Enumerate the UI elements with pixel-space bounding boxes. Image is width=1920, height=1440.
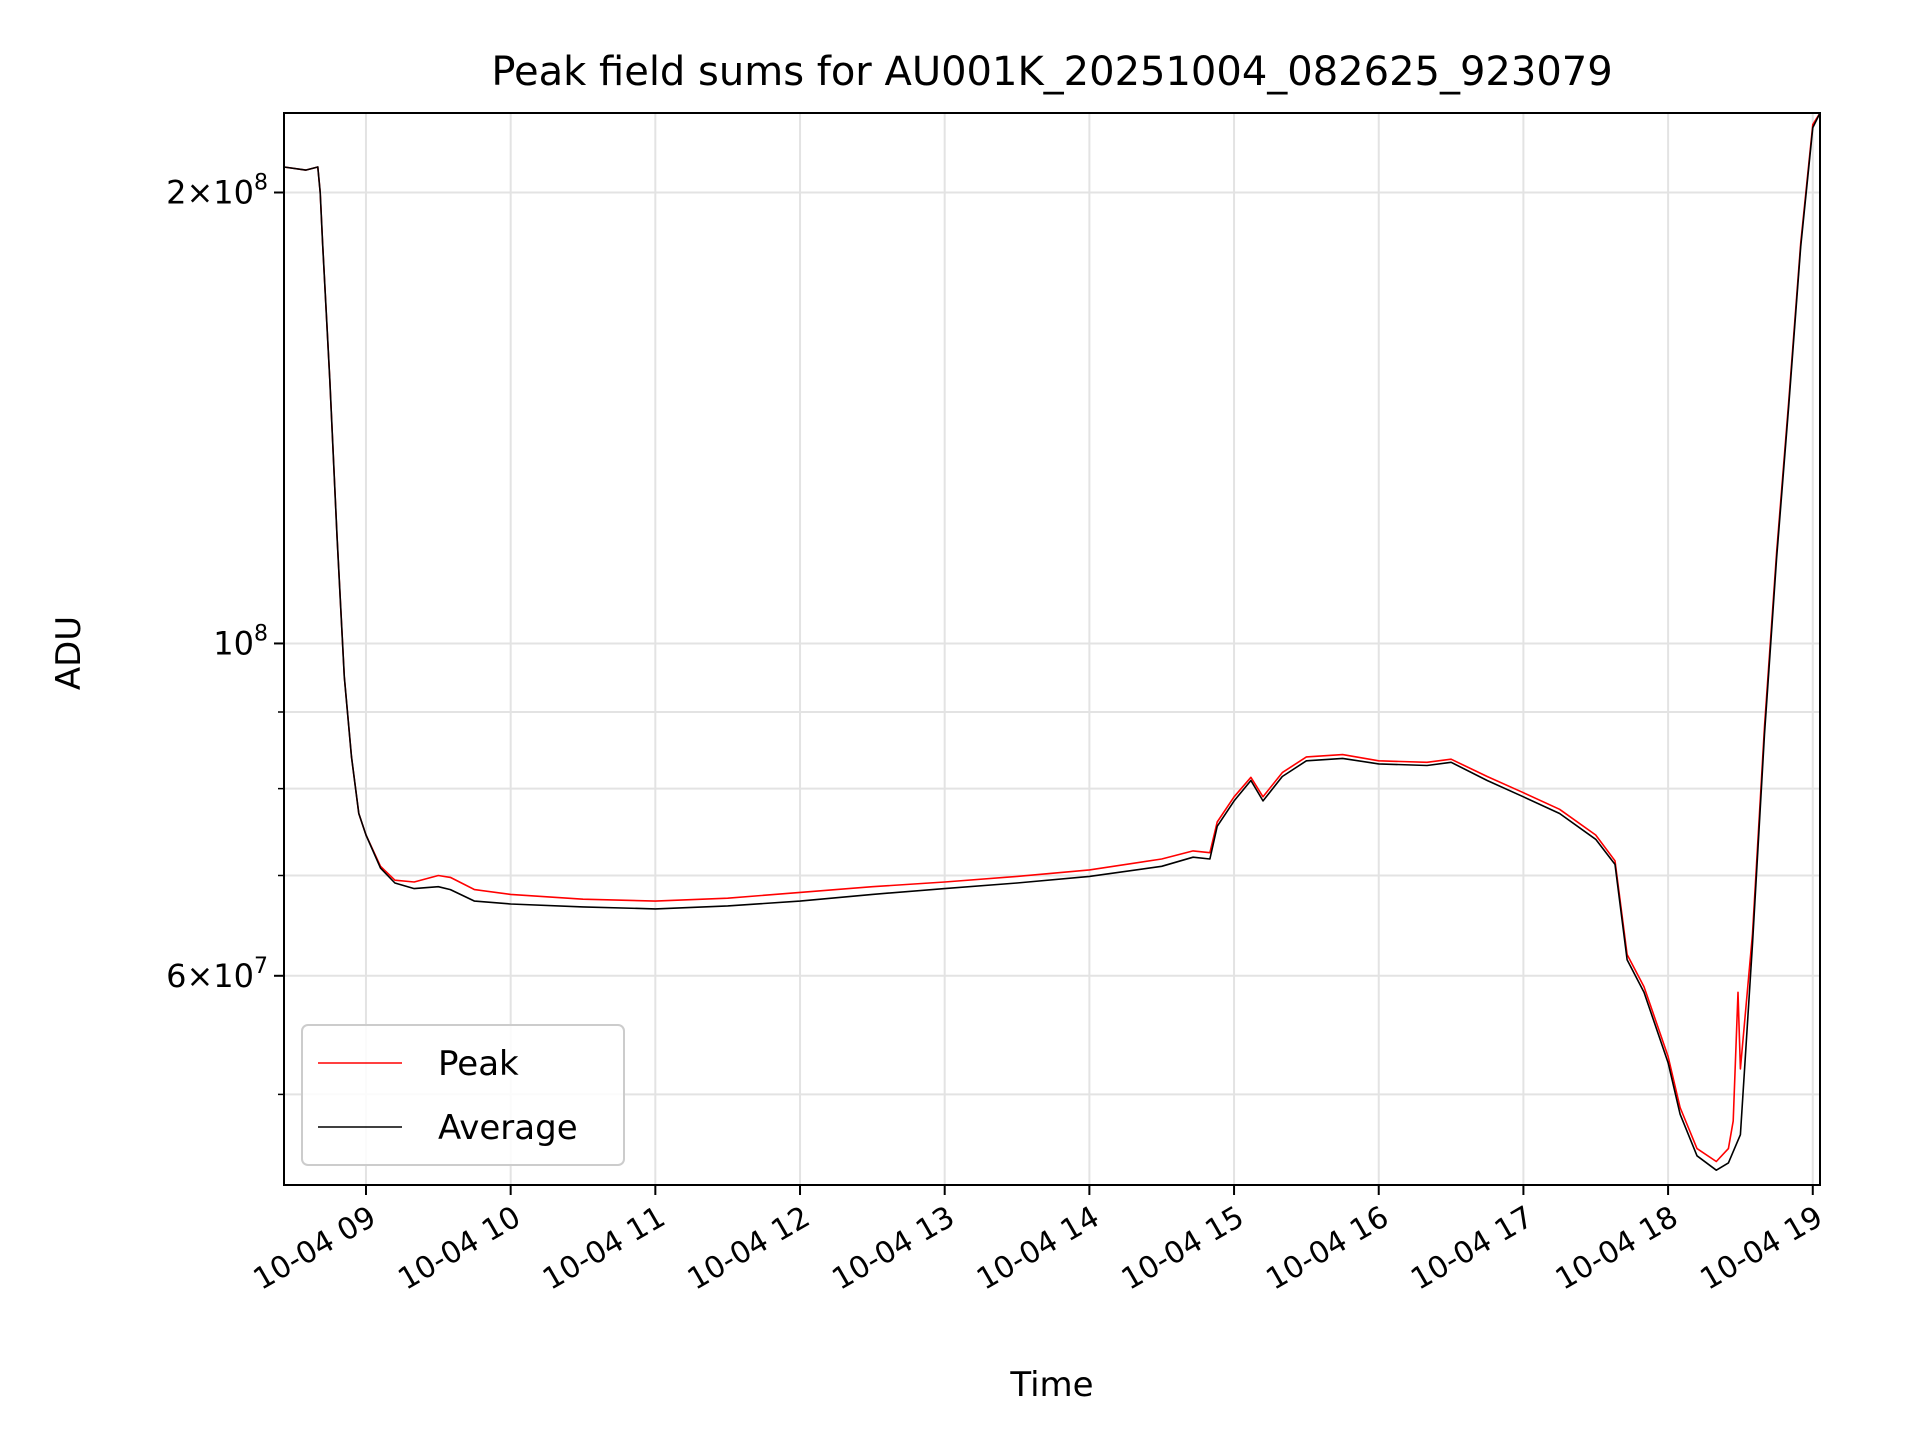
- y-tick-label: 108: [213, 621, 268, 662]
- y-tick-exponent: 8: [254, 171, 268, 196]
- plot-area-frame: [283, 112, 1821, 1186]
- chart-title: Peak field sums for AU001K_20251004_0826…: [491, 49, 1612, 95]
- legend-label-average: Average: [438, 1108, 578, 1148]
- y-tick-base: 10: [213, 624, 254, 662]
- y-tick-exponent: 7: [254, 954, 268, 979]
- series-line-average: [283, 112, 1821, 1171]
- x-axis-label: Time: [1009, 1365, 1093, 1405]
- legend: Peak Average: [301, 1024, 625, 1166]
- y-tick-base: 10: [213, 174, 254, 212]
- legend-label-peak: Peak: [438, 1044, 519, 1084]
- series-lines: [283, 112, 1821, 1171]
- grid: [284, 113, 1820, 1185]
- y-tick-exponent: 8: [254, 621, 268, 646]
- y-tick-mantissa: 6: [166, 957, 186, 995]
- y-tick-mantissa: 2: [166, 174, 186, 212]
- y-tick-base: 10: [213, 957, 254, 995]
- y-tick-label: 2×108: [166, 171, 268, 212]
- y-tick-label: 6×107: [166, 954, 268, 995]
- legend-box: [301, 1024, 625, 1166]
- y-axis-label: ADU: [49, 616, 89, 690]
